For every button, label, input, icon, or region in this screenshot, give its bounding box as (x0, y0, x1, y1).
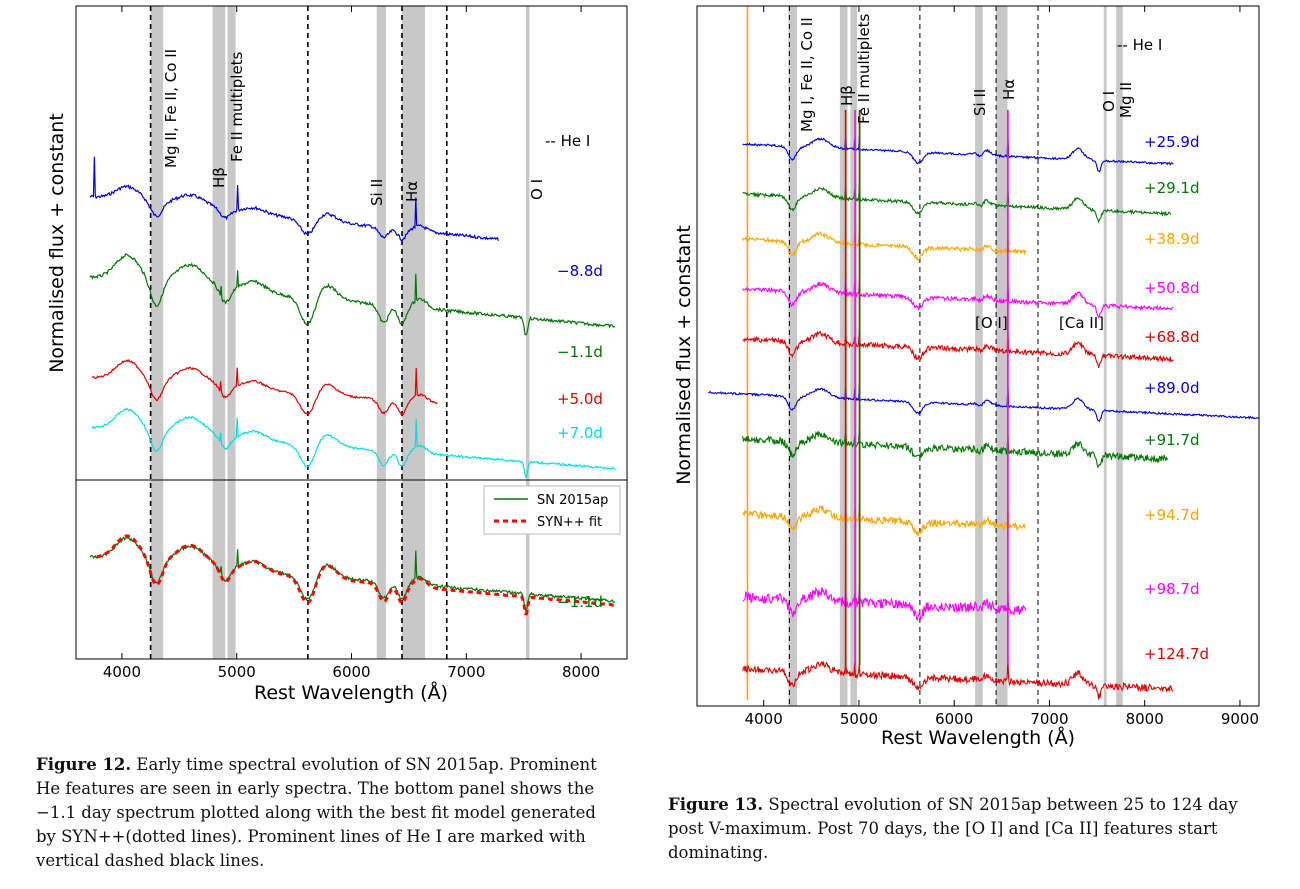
fig12-bottom-epoch: −1.1d (557, 593, 603, 611)
fig13-spectrum-10 (742, 659, 1174, 700)
fig12-epoch-1: −8.8d (557, 262, 603, 280)
fig12-spectrum-4 (91, 407, 616, 478)
fig12-legend-item-2: SYN++ fit (537, 515, 602, 530)
fig13-band-7 (1116, 6, 1123, 706)
fig12-xtick-3: 6000 (332, 663, 370, 681)
fig12-label-hb: Hβ (210, 167, 228, 188)
fig12-spectrum-3 (91, 358, 438, 417)
fig13-band-2 (839, 6, 848, 706)
fig12-xtick-2: 5000 (218, 663, 256, 681)
fig13-spectrum-5 (742, 329, 1174, 369)
fig13-xtick-2: 5000 (840, 710, 878, 728)
fig13-band-5 (996, 6, 1008, 706)
figure-13-chart: 4000 5000 6000 7000 8000 9000 Rest Wavelength… (673, 5, 1260, 749)
fig12-xlabel: Rest Wavelength (Å) (254, 681, 448, 704)
fig13-epoch-3: +38.9d (1144, 230, 1200, 248)
fig13-spectrum-3 (742, 230, 1027, 262)
fig13-epoch-8: +94.7d (1144, 506, 1200, 524)
fig13-label-si: Si II (971, 89, 989, 116)
fig13-spectrum-2 (742, 185, 1172, 224)
fig12-epoch-2: −1.1d (557, 343, 603, 361)
fig13-label-hei: -- He I (1117, 36, 1162, 54)
figure-12-caption-text: Early time spectral evolution of SN 2015… (36, 755, 597, 870)
fig12-ylabel: Normalised flux + constant (46, 113, 68, 373)
fig13-epoch-4: +50.8d (1144, 279, 1200, 297)
fig12-label-ha: Hα (403, 181, 421, 202)
fig12-epoch-4: +7.0d (557, 424, 603, 442)
fig12-legend-item-1: SN 2015ap (537, 493, 608, 508)
fig13-epoch-2: +29.1d (1144, 179, 1200, 197)
fig12-band-2 (212, 6, 226, 659)
fig13-frame (696, 5, 1260, 707)
fig12-label-hei: -- He I (545, 132, 590, 150)
fig12-label-oi: O I (528, 179, 546, 200)
figure-13-caption-label: Figure 13. (668, 795, 764, 814)
fig12-epoch-3: +5.0d (557, 390, 603, 408)
fig12-legend: SN 2015ap SYN++ fit (483, 485, 621, 535)
fig13-epoch-6: +89.0d (1144, 379, 1200, 397)
fig13-epoch-5: +68.8d (1144, 328, 1200, 346)
figure-12-caption: Figure 12. Early time spectral evolution… (36, 753, 616, 873)
fig13-epoch-10: +124.7d (1144, 645, 1209, 663)
fig13-label-hb: Hβ (838, 85, 856, 106)
fig12-band-1 (150, 6, 164, 659)
fig13-epoch-9: +98.7d (1144, 580, 1200, 598)
figure-13-caption-text: Spectral evolution of SN 2015ap between … (668, 795, 1238, 862)
fig13-label-oi: O I (1100, 91, 1118, 112)
fig12-label-si: Si II (368, 179, 386, 206)
figure-12-caption-label: Figure 12. (36, 755, 132, 774)
fig13-label-fe: Fe II multiplets (855, 13, 873, 124)
fig12-bottom-synpp-fit (96, 534, 617, 616)
fig13-band-3 (850, 6, 858, 706)
fig13-xtick-5: 8000 (1126, 710, 1164, 728)
fig12-band-4 (376, 6, 386, 659)
fig13-xtick-1: 4000 (745, 710, 783, 728)
fig13-label-cafor: [Ca II] (1059, 314, 1104, 332)
fig12-xtick-5: 8000 (562, 663, 600, 681)
fig13-label-ha: Hα (1000, 79, 1018, 100)
fig13-spectrum-1 (742, 135, 1174, 173)
fig13-spectrum-8 (742, 503, 1026, 537)
fig13-spectrum-9 (742, 584, 1027, 622)
fig13-ylabel: Normalised flux + constant (673, 225, 695, 485)
fig13-label-mg: Mg I, Fe II, Co II (798, 17, 816, 132)
fig12-bottom-observed (89, 535, 616, 613)
fig12-spectrum-1 (89, 156, 499, 242)
fig12-label-fe: Fe II multiplets (228, 51, 246, 162)
figure-13-caption: Figure 13. Spectral evolution of SN 2015… (668, 793, 1253, 865)
fig13-spectrum-4 (742, 279, 1174, 319)
fig12-xtick-4: 7000 (447, 663, 485, 681)
fig13-spectrum-6 (708, 385, 1259, 423)
fig12-spectrum-2 (89, 253, 616, 336)
fig13-epoch-1: +25.9d (1144, 133, 1200, 151)
fig12-label-mg: Mg II, Fe II, Co II (162, 49, 180, 168)
fig13-epoch-7: +91.7d (1144, 431, 1200, 449)
fig13-band-4 (975, 6, 983, 706)
fig13-xtick-3: 6000 (935, 710, 973, 728)
fig12-band-5 (402, 6, 425, 659)
fig13-xtick-4: 7000 (1030, 710, 1068, 728)
fig13-xlabel: Rest Wavelength (Å) (881, 726, 1075, 749)
fig12-band-3 (227, 6, 236, 659)
fig13-label-mgii: Mg II (1117, 82, 1135, 118)
fig12-xtick-1: 4000 (103, 663, 141, 681)
fig13-label-ofor: [O I] (975, 314, 1008, 332)
figure-12-chart: 4000 5000 6000 7000 8000 Rest Wavelength (Å)… (46, 5, 628, 704)
fig13-spectrum-7 (742, 426, 1169, 469)
fig12-band-6 (525, 6, 530, 659)
fig13-xtick-6: 9000 (1221, 710, 1259, 728)
